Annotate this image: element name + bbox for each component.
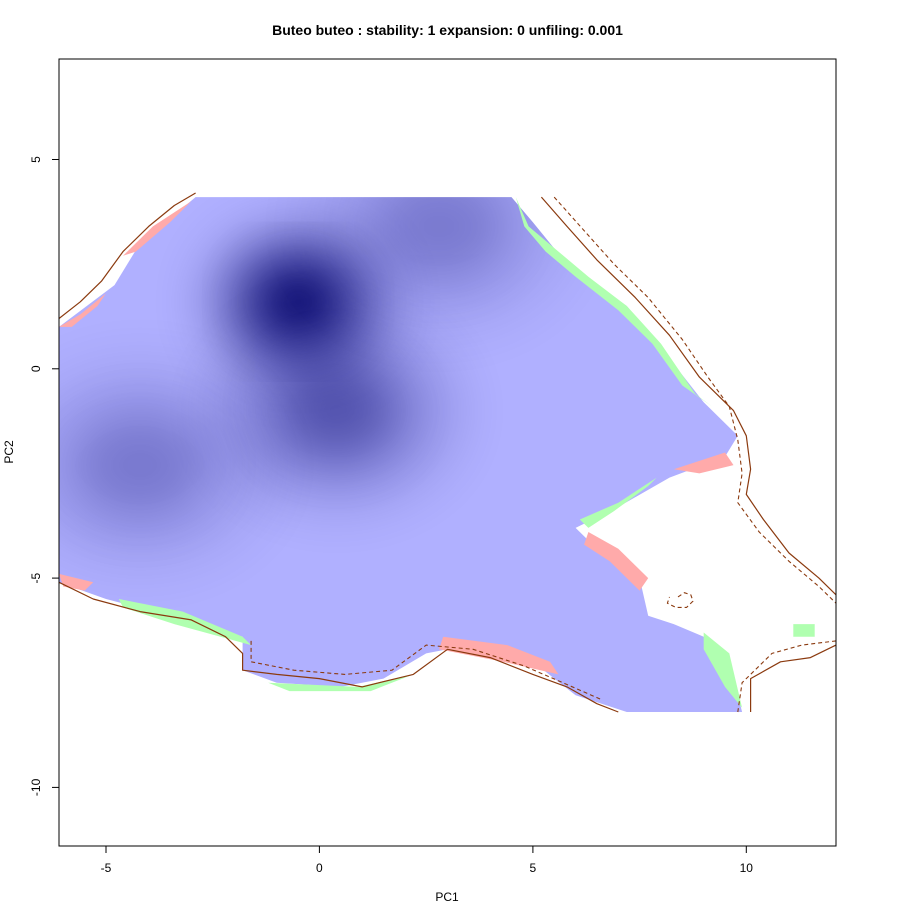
- y-tick-label: 5: [29, 156, 43, 163]
- expansion-region-5: [268, 674, 414, 692]
- contour-dashed-0: [553, 196, 836, 604]
- y-tick-label: 0: [29, 365, 43, 372]
- y-tick-label: -5: [29, 572, 43, 583]
- contour-solid-0: [59, 192, 196, 319]
- contour-solid-1: [540, 196, 836, 596]
- x-tick-label: -5: [101, 861, 112, 875]
- y-axis-label: PC2: [2, 440, 16, 464]
- contour-dashed-1: [737, 640, 836, 713]
- density-peak-3: [368, 197, 510, 282]
- x-axis-label: PC1: [435, 890, 459, 904]
- contour-dashed-3: [666, 592, 694, 608]
- x-tick-label: 0: [316, 861, 323, 875]
- chart-title: Buteo buteo : stability: 1 expansion: 0 …: [272, 22, 623, 38]
- density-peak-2: [69, 410, 211, 521]
- unfilling-region-1: [123, 201, 192, 256]
- unfilling-region-4: [439, 636, 559, 675]
- expansion-region-2: [703, 632, 743, 708]
- x-tick-label: 10: [740, 861, 754, 875]
- contour-solid-2: [749, 644, 836, 712]
- plot-frame: [58, 58, 837, 847]
- y-tick-label: -10: [29, 778, 43, 796]
- x-tick-label: 5: [530, 861, 537, 875]
- expansion-region-3: [793, 624, 815, 637]
- contour-dashed-2: [250, 640, 602, 701]
- density-peak-1: [272, 359, 401, 462]
- expansion-region-0: [515, 197, 713, 407]
- expansion-region-1: [579, 477, 657, 528]
- contour-solid-3: [59, 581, 619, 713]
- unfilling-region-2: [673, 452, 734, 474]
- unfilling-region-3: [584, 532, 649, 591]
